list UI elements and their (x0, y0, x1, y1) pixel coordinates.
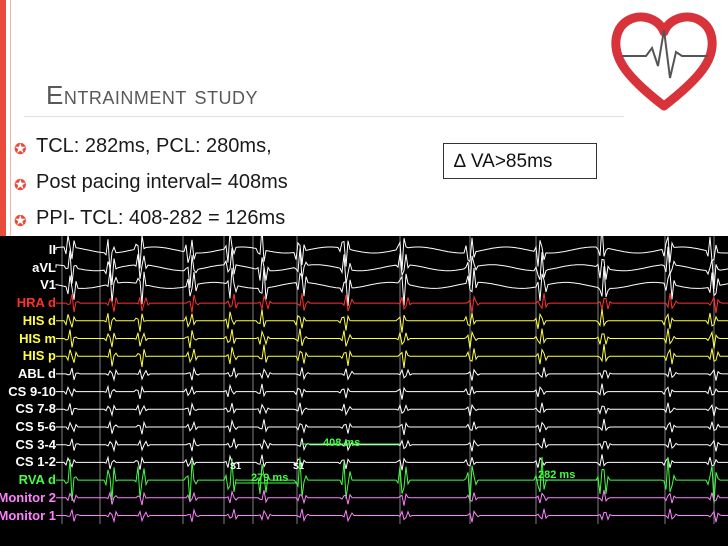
tracing-bottom (0, 524, 728, 546)
channel-label: Monitor 2 (0, 489, 56, 505)
channel-trace (56, 328, 728, 349)
tcl-measure-label: 282 ms (538, 469, 575, 481)
channel-trace (56, 489, 728, 506)
slide-title: Entrainment study (46, 80, 259, 110)
bullet-marker-icon: ✪ (14, 177, 27, 194)
channel-trace (55, 246, 728, 290)
channel-trace (55, 236, 728, 272)
channel-label: Monitor 1 (0, 507, 56, 523)
channel-trace (56, 418, 728, 435)
ppi-measure-label: 408 ms (323, 437, 360, 449)
channel-label: CS 1-2 (15, 454, 56, 470)
delta-va-callout: ∆ VA>85ms (443, 143, 597, 179)
channel-label: II (48, 242, 56, 257)
bullet-text: Post pacing interval= 408ms (36, 171, 288, 193)
channel-trace (56, 454, 728, 471)
electrogram-tracing: 408 ms 279 ms 282 ms S1 S1 (0, 236, 728, 524)
channel-trace (56, 437, 728, 453)
bullet-item: ✪ TCL: 282ms, PCL: 280ms, (14, 134, 288, 170)
channel-label: aVL (32, 259, 56, 275)
channel-label: HIS d (22, 312, 56, 328)
channel-trace (56, 383, 728, 400)
bullet-marker-icon: ✪ (14, 213, 27, 230)
s1-marker-label: S1 (230, 461, 241, 471)
channel-label: HRA d (16, 295, 56, 311)
channel-trace (56, 293, 728, 314)
channel-label: CS 9-10 (8, 383, 56, 399)
heart-logo (611, 12, 717, 111)
channel-label: HIS m (19, 330, 56, 346)
pacing-measure-label: 279 ms (251, 472, 288, 484)
bullet-text: PPI- TCL: 408-282 = 126ms (36, 207, 286, 229)
channel-label: ABL d (17, 365, 56, 381)
channel-label: V1 (40, 277, 56, 293)
channel-trace (56, 366, 728, 382)
channel-trace (56, 456, 728, 504)
channel-label: CS 5-6 (15, 419, 56, 434)
channel-label: CS 7-8 (15, 401, 56, 417)
title-divider (24, 116, 624, 117)
channel-trace (55, 266, 728, 307)
channel-label: RVA d (18, 472, 56, 488)
channel-labels: II aVL V1 HRA d HIS d HIS m HIS p ABL d CS 9-10 C… (0, 236, 56, 546)
channel-trace (56, 508, 728, 524)
channel-label: HIS p (22, 348, 56, 364)
channel-trace (56, 401, 728, 418)
bullet-item: ✪ Post pacing interval= 408ms (14, 170, 288, 206)
bullet-marker-icon: ✪ (14, 141, 27, 158)
bullet-item: ✪ PPI- TCL: 408-282 = 126ms (14, 206, 288, 242)
bullet-list: ✪ TCL: 282ms, PCL: 280ms, ✪ Post pacing … (14, 134, 288, 242)
channel-trace (56, 308, 728, 333)
bullet-text: TCL: 282ms, PCL: 280ms, (36, 135, 272, 157)
s1-marker-label: S1 (293, 461, 304, 471)
channel-trace (56, 344, 728, 369)
channel-label: CS 3-4 (15, 436, 56, 452)
